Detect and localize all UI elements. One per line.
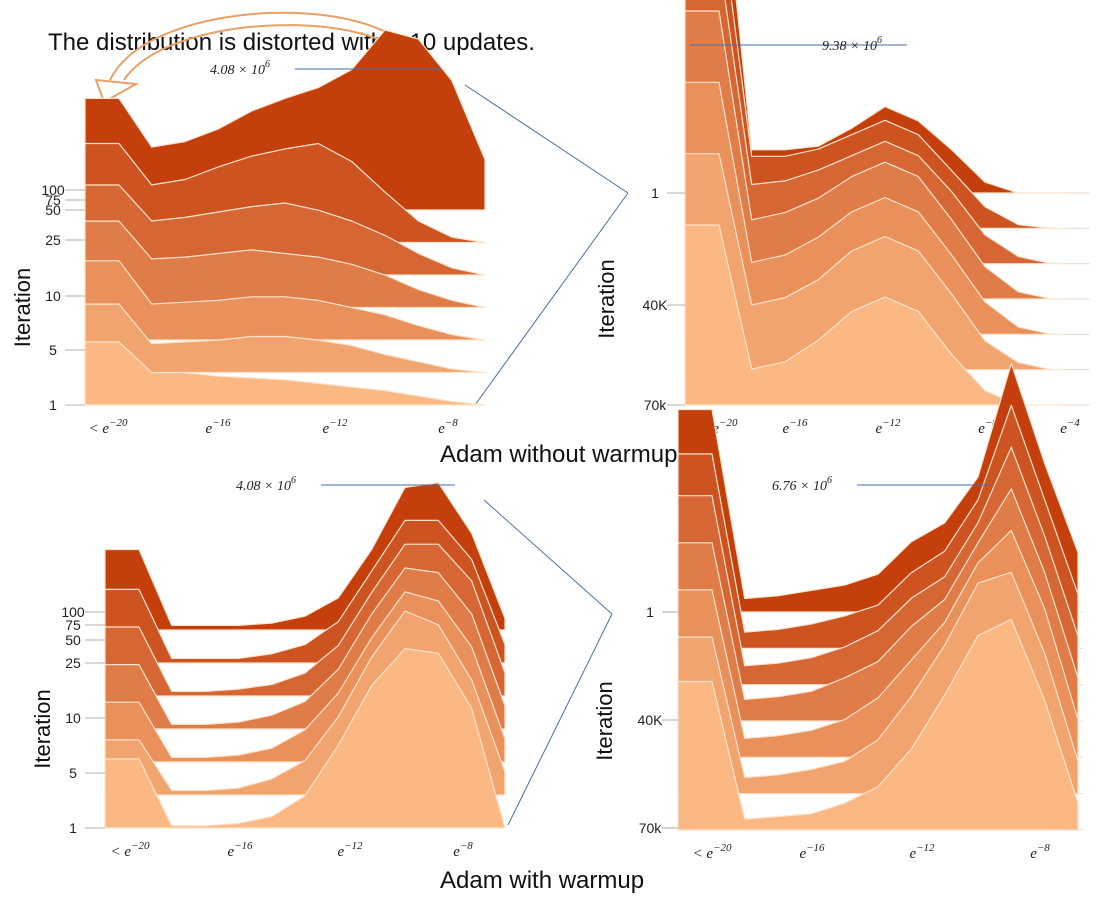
section-label-with-warmup: Adam with warmup [440, 867, 644, 894]
y-tick-label: 100 [41, 182, 65, 198]
x-tick-label: e−16 [205, 417, 231, 437]
section-label-without-warmup: Adam without warmup [440, 441, 677, 468]
y-tick-label: 70k [644, 397, 668, 413]
peak-annotation-label: 9.38 × 106 [822, 35, 882, 54]
ridge-area-iter-75 [84, 303, 486, 374]
ridge-area-iter-100 [104, 648, 506, 829]
y-tick-label: 1 [69, 820, 77, 836]
x-tick-label: e−8 [1030, 842, 1050, 862]
chart-panel-br: Iteration 1 40K 70k < e−20 e−16 e−12 e−8 6.76 × … [592, 363, 1083, 862]
x-tick-label: e−16 [799, 842, 825, 862]
peak-annotation-label: 6.76 × 106 [772, 475, 832, 494]
y-tick-label: 25 [45, 232, 61, 248]
y-tick-label: 5 [49, 342, 57, 358]
x-tick-label: < e−20 [111, 840, 150, 860]
y-tick-label: 1 [651, 185, 659, 201]
x-tick-label: e−12 [909, 842, 935, 862]
y-tick-label: 75 [45, 192, 61, 208]
ridge-area-iter-1 [84, 29, 486, 211]
x-tick-label: e−12 [322, 417, 348, 437]
y-axis-label: Iteration [10, 268, 35, 348]
ridge-area-iter-25 [84, 220, 486, 309]
x-tick-label: < e−20 [693, 842, 732, 862]
peak-annotation-label: 4.08 × 106 [236, 475, 296, 494]
x-tick-label: e−16 [782, 417, 808, 437]
ridge-area-iter-10 [84, 184, 486, 276]
peak-annotation-label: 4.08 × 106 [210, 59, 270, 78]
ridge-area-iter-70000 [684, 224, 1086, 406]
x-tick-label: e−16 [227, 840, 253, 860]
y-tick-label: 50 [65, 632, 81, 648]
y-axis-label: Iteration [592, 681, 617, 761]
ridge-area-iter-70000 [677, 618, 1079, 831]
y-tick-label: 100 [61, 604, 85, 620]
x-tick-label: < e−20 [89, 417, 128, 437]
x-tick-label: e−12 [337, 840, 363, 860]
y-tick-label: 70k [639, 820, 663, 836]
headline: The distribution is distorted within 10 … [48, 29, 535, 56]
y-axis-label: Iteration [30, 689, 55, 769]
y-tick-label: 40K [638, 712, 664, 728]
x-tick-label: e−8 [453, 840, 473, 860]
ridge-area-iter-100 [84, 341, 486, 406]
x-tick-label: e−8 [438, 417, 458, 437]
y-tick-label: 10 [45, 288, 61, 304]
y-tick-label: 25 [65, 655, 81, 671]
y-tick-label: 10 [65, 710, 81, 726]
x-tick-label: e−4 [1060, 417, 1080, 437]
ridge-area-iter-50 [84, 260, 486, 341]
y-tick-label: 40K [643, 297, 669, 313]
y-tick-label: 5 [69, 765, 77, 781]
y-tick-label: 75 [65, 617, 81, 633]
y-axis-label: Iteration [594, 259, 619, 339]
zoom-connectors [464, 84, 629, 826]
y-tick-label: 50 [45, 202, 61, 218]
y-tick-label: 1 [49, 397, 57, 413]
ridge-area-iter-30000 [684, 10, 1086, 300]
x-tick-label: e−12 [875, 417, 901, 437]
y-tick-label: 1 [646, 604, 654, 620]
